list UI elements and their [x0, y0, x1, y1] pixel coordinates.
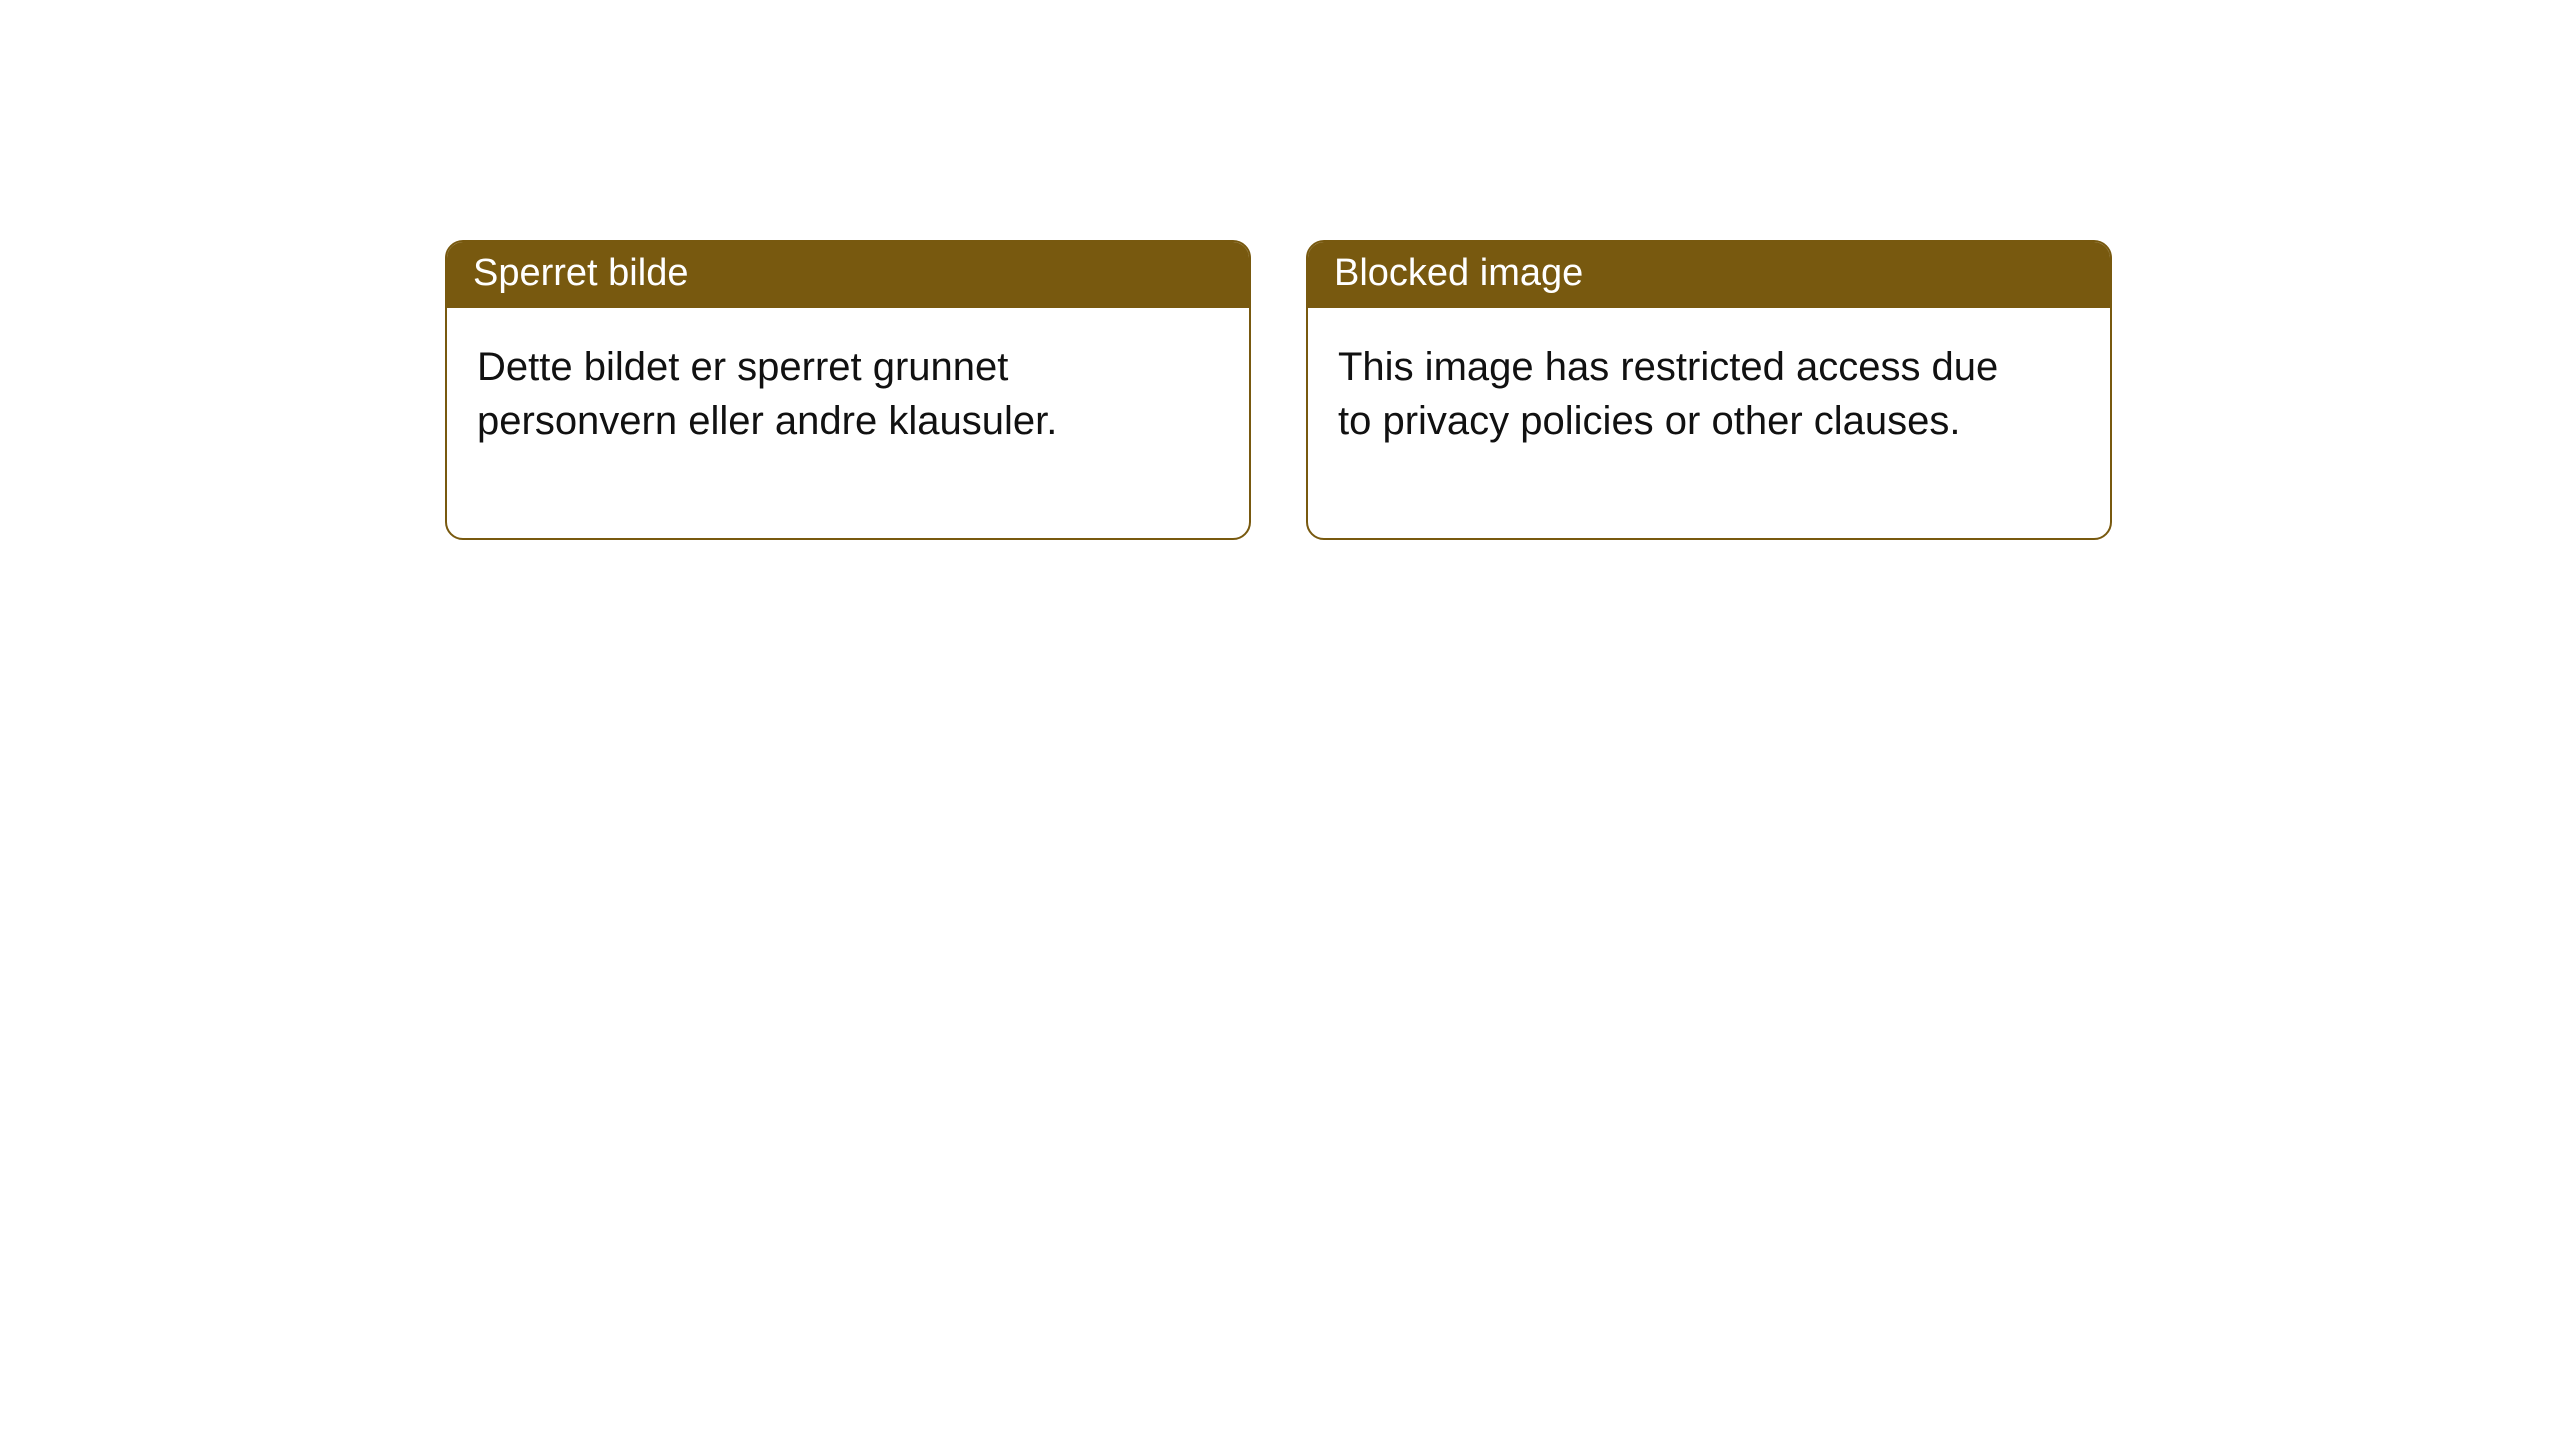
- notice-title-norwegian: Sperret bilde: [447, 242, 1249, 308]
- blocked-image-notices: Sperret bilde Dette bildet er sperret gr…: [445, 240, 2112, 540]
- notice-body-norwegian: Dette bildet er sperret grunnet personve…: [447, 308, 1187, 538]
- notice-body-english: This image has restricted access due to …: [1308, 308, 2048, 538]
- notice-card-norwegian: Sperret bilde Dette bildet er sperret gr…: [445, 240, 1251, 540]
- notice-card-english: Blocked image This image has restricted …: [1306, 240, 2112, 540]
- notice-title-english: Blocked image: [1308, 242, 2110, 308]
